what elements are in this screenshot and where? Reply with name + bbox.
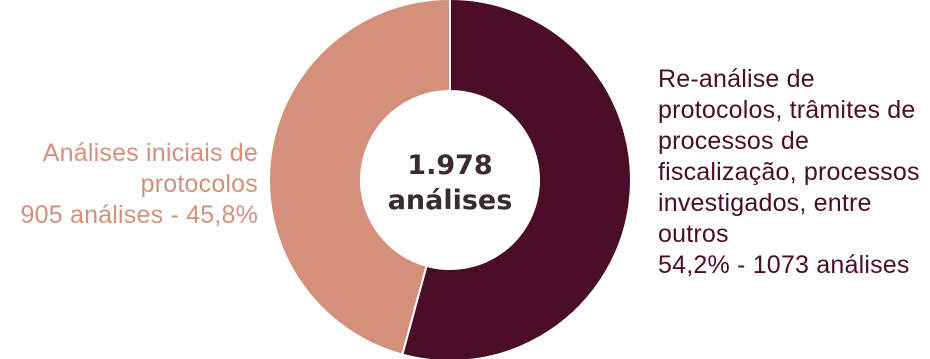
slice-detail: 54,2% - 1073 análises	[658, 251, 910, 279]
slice-label-line: protocolos	[140, 170, 258, 198]
slice-label-line: Análises iniciais de	[42, 139, 258, 167]
slice-label-line: investigados, entre	[658, 189, 872, 217]
slice-label-initial-analyses: Análises iniciais de protocolos 905 anál…	[21, 138, 258, 231]
slice-label-line: outros	[658, 220, 729, 248]
slice-label-line: fiscalização, processos	[658, 158, 920, 186]
slice-label-line: processos de	[658, 127, 810, 155]
slice-label-line: protocolos, trâmites de	[658, 96, 916, 124]
donut-center-label: 1.978 análises	[350, 148, 550, 218]
slice-reanalyses	[401, 0, 632, 359]
slice-label-line: Re-análise de	[658, 65, 815, 93]
slice-detail: 905 análises - 45,8%	[20, 201, 258, 229]
center-total-unit: análises	[387, 185, 513, 216]
slice-label-reanalyses: Re-análise de protocolos, trâmites de pr…	[658, 64, 926, 281]
slice-initial-analyses	[268, 0, 451, 356]
center-total-value: 1.978	[407, 150, 493, 181]
